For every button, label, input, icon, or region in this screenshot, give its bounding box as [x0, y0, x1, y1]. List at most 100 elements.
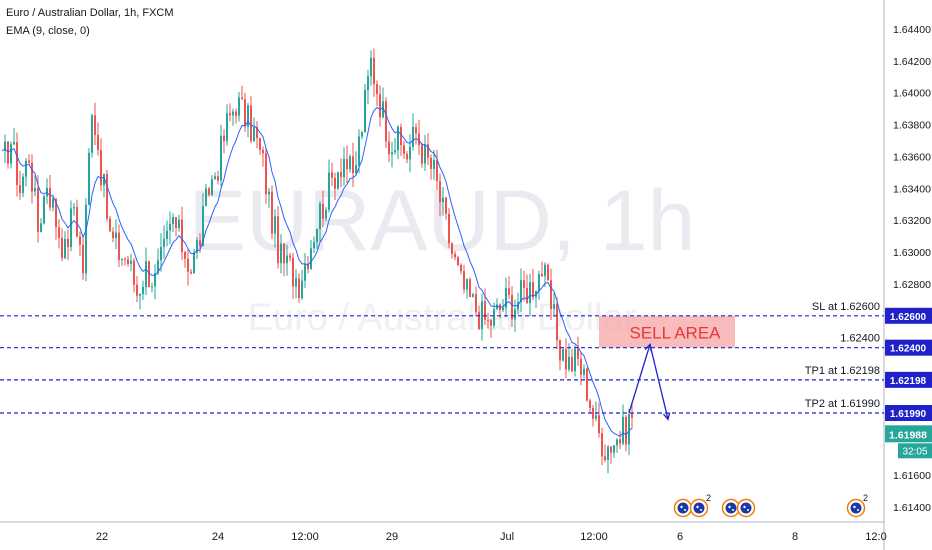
candle: [220, 124, 222, 187]
candle-body: [598, 415, 600, 434]
candle-body: [565, 349, 567, 370]
candle-body: [595, 415, 597, 419]
candle-body: [358, 136, 360, 166]
candle: [457, 255, 459, 267]
price-tick-label: 1.62800: [893, 279, 931, 291]
candle: [208, 186, 210, 197]
candle: [412, 113, 414, 151]
time-tick-label: 12:00: [291, 531, 319, 543]
candle: [151, 282, 153, 293]
candle: [142, 280, 144, 300]
au-flag-icon: [736, 498, 756, 518]
candle: [355, 151, 357, 176]
candle: [298, 273, 300, 303]
candle: [478, 305, 480, 330]
projection-segment: [628, 344, 651, 414]
candle: [508, 276, 510, 300]
candle-body: [160, 246, 162, 261]
candle-body: [70, 208, 72, 248]
candle-body: [94, 115, 96, 135]
tp1-level-label: TP1 at 1.62198: [805, 365, 880, 377]
marker-flag: [850, 502, 862, 514]
candle-body: [115, 232, 117, 239]
price-tick-label: 1.63200: [893, 215, 931, 227]
candle: [133, 258, 135, 293]
candle-body: [469, 279, 471, 297]
candle: [361, 131, 363, 140]
candle: [385, 97, 387, 149]
marker-flag: [740, 502, 752, 514]
sell-area-label: SELL AREA: [629, 324, 721, 343]
candle: [166, 220, 168, 247]
candle-body: [280, 243, 282, 264]
candle: [430, 154, 432, 180]
candle: [502, 299, 504, 313]
marker-star: [747, 509, 749, 511]
candle: [433, 149, 435, 181]
candle: [439, 173, 441, 217]
candle-body: [85, 204, 87, 274]
candle: [277, 205, 279, 269]
candle-body: [409, 146, 411, 160]
candle: [79, 231, 81, 257]
candle-body: [172, 217, 174, 224]
candle-body: [361, 132, 363, 137]
candle-body: [538, 274, 540, 291]
candle: [136, 275, 138, 303]
candle-body: [580, 358, 582, 375]
candle-body: [181, 219, 183, 253]
sell-area-box: [599, 315, 735, 348]
candle-body: [403, 145, 405, 154]
candle: [40, 218, 42, 233]
candle-body: [559, 340, 561, 361]
price-tick-label: 1.63800: [893, 120, 931, 132]
au-flag-icon: [721, 498, 741, 518]
candle: [484, 288, 486, 325]
candle-body: [7, 141, 9, 164]
marker-flag: [693, 502, 705, 514]
candle-body: [175, 217, 177, 229]
candle-body: [232, 111, 234, 116]
candle-body: [118, 232, 120, 260]
candle: [520, 268, 522, 312]
candle-body: [241, 97, 243, 100]
candle: [139, 293, 141, 310]
candle-body: [124, 258, 126, 260]
candle-body: [424, 144, 426, 164]
marker-star: [696, 505, 699, 509]
time-tick-label: 12:0: [865, 531, 886, 543]
candle: [388, 131, 390, 162]
candle: [379, 85, 381, 127]
candle: [304, 253, 306, 289]
candle-body: [556, 304, 558, 341]
candle: [367, 69, 369, 105]
candle: [496, 298, 498, 310]
candle: [169, 211, 171, 245]
candle: [121, 258, 123, 266]
candle: [58, 218, 60, 249]
candle: [325, 206, 327, 222]
candle-body: [433, 159, 435, 169]
candle-body: [88, 152, 90, 205]
candle: [253, 117, 255, 142]
candle: [475, 286, 477, 317]
candle: [262, 146, 264, 167]
candle-body: [148, 261, 150, 287]
symbol-legend: Euro / Australian Dollar, 1h, FXCM: [6, 7, 174, 19]
last-price-badge: [885, 425, 932, 443]
candle-body: [256, 127, 258, 139]
candle-body: [370, 57, 372, 77]
candle-body: [19, 185, 21, 193]
marker-flag: [677, 502, 689, 514]
candle-body: [571, 356, 573, 372]
candle: [583, 364, 585, 379]
candle-body: [400, 126, 402, 146]
candle-body: [445, 197, 447, 214]
candle-body: [202, 205, 204, 247]
price-ticks: 1.64400 1.64200 1.64000 1.63800 1.63600 1.634…: [893, 24, 931, 514]
candle: [394, 138, 396, 155]
candle-body: [247, 105, 249, 127]
candle-body: [154, 273, 156, 287]
candle-body: [196, 240, 198, 253]
